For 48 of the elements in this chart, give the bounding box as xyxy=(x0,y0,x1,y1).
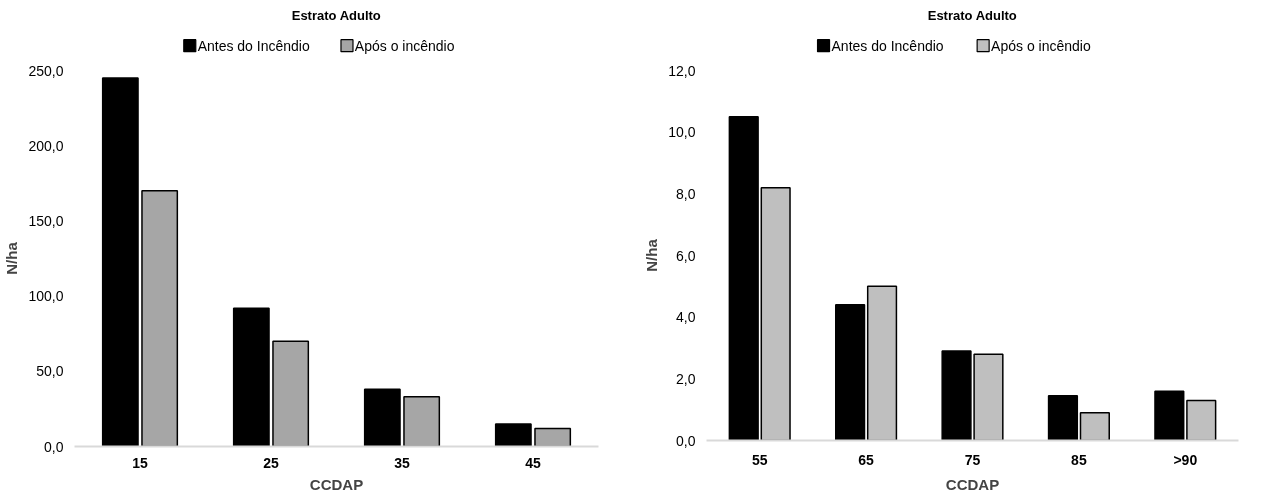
x-tick-label: >90 xyxy=(1173,451,1198,468)
bar xyxy=(494,423,532,447)
bar xyxy=(1079,412,1110,441)
bar xyxy=(1047,395,1079,441)
x-tick-label: 85 xyxy=(1071,451,1087,468)
chart-title: Estrato Adulto xyxy=(291,7,381,23)
x-tick-label: 25 xyxy=(263,454,279,471)
legend-label: Antes do Incêndio xyxy=(831,37,944,54)
y-tick-label: 0,0 xyxy=(44,438,64,455)
bar xyxy=(272,340,310,447)
x-tick-label: 45 xyxy=(525,454,541,471)
x-axis-title: CCDAP xyxy=(945,475,1000,493)
bar xyxy=(835,304,866,441)
x-tick-label: 75 xyxy=(964,451,981,468)
y-tick-label: 10,0 xyxy=(668,124,696,141)
legend-label: Após o incêndio xyxy=(354,37,455,54)
x-tick-label: 55 xyxy=(751,451,768,468)
x-tick-label: 65 xyxy=(858,451,875,468)
legend-label: Antes do Incêndio xyxy=(197,37,310,54)
bar xyxy=(728,116,759,441)
y-tick-label: 8,0 xyxy=(676,185,696,202)
bar xyxy=(363,388,401,447)
bar xyxy=(101,77,139,447)
x-tick-label: 15 xyxy=(132,454,148,471)
bar xyxy=(1186,399,1217,441)
legend-label: Após o incêndio xyxy=(991,37,1091,54)
y-tick-label: 250,0 xyxy=(28,62,64,79)
bar xyxy=(141,190,179,447)
y-axis-title: N/ha xyxy=(643,238,661,272)
bar xyxy=(866,285,898,441)
x-axis-title: CCDAP xyxy=(309,475,364,493)
y-tick-label: 100,0 xyxy=(28,288,64,305)
y-axis-title: N/ha xyxy=(3,241,21,275)
x-tick-label: 35 xyxy=(394,454,410,471)
y-tick-label: 200,0 xyxy=(28,137,64,154)
bar xyxy=(403,396,441,447)
bar xyxy=(760,186,791,441)
bar xyxy=(534,427,572,447)
y-tick-label: 12,0 xyxy=(668,62,696,79)
y-tick-label: 6,0 xyxy=(676,247,696,264)
bar xyxy=(1154,390,1185,441)
y-tick-label: 0,0 xyxy=(676,432,696,449)
chart-title: Estrato Adulto xyxy=(927,7,1017,23)
y-tick-label: 50,0 xyxy=(36,363,64,380)
bar xyxy=(232,307,270,447)
y-tick-label: 2,0 xyxy=(676,370,696,387)
y-tick-label: 150,0 xyxy=(28,212,64,229)
y-tick-label: 4,0 xyxy=(676,309,696,326)
